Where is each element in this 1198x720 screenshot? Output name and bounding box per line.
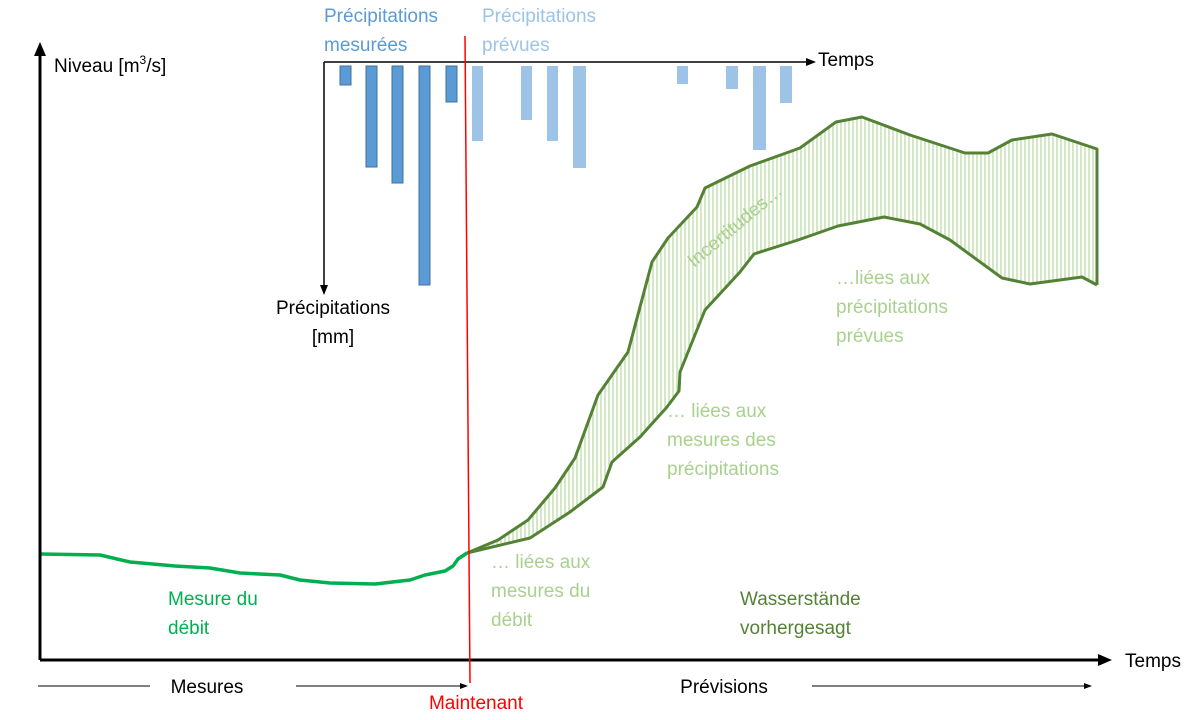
forecast-lower-bound	[466, 215, 1098, 555]
forecast-precip-bars	[472, 66, 792, 168]
precip-amount-unit: [mm]	[312, 327, 354, 348]
timeline-future-label: Prévisions	[680, 677, 768, 698]
forecast-precip-uncertainty-line2: précipitations	[836, 297, 948, 318]
timeline-now-label: Maintenant	[429, 693, 524, 714]
measured-precip-bar	[365, 65, 378, 168]
timeline-future-arrow	[1084, 683, 1092, 689]
forecast-precip-bar	[521, 66, 532, 120]
measured-precip-bar	[418, 65, 431, 286]
timeline-now-arrow	[460, 683, 468, 689]
measured-precip-bars	[339, 65, 458, 286]
discharge-uncertainty-line3: débit	[491, 610, 533, 631]
precip-time-label: Temps	[818, 50, 874, 71]
measured-discharge-line	[39, 551, 468, 586]
forecast-precip-bar	[726, 66, 738, 89]
measured-discharge-label-line2: débit	[168, 618, 210, 639]
measured-precip-legend-line2: mesurées	[324, 35, 407, 56]
timeline-past-label: Mesures	[171, 677, 244, 698]
measured-discharge-label-line1: Mesure du	[168, 589, 258, 610]
discharge-uncertainty-line1: … liées aux	[491, 552, 591, 573]
forecast-precip-uncertainty-line1: …liées aux	[836, 268, 930, 289]
forecast-precip-bar	[677, 66, 688, 84]
precip-amount-axis-arrow	[320, 285, 328, 295]
forecast-upper-bound	[466, 115, 1099, 555]
forecast-precip-bar	[753, 66, 766, 150]
forecast-levels-label-line2: vorhergesagt	[740, 618, 852, 639]
forecast-precip-legend-line1: Précipitations	[482, 6, 596, 27]
forecast-precip-bar	[547, 66, 558, 141]
forecast-precip-uncertainty-line3: prévues	[836, 326, 904, 347]
y-axis-label: Niveau [m3/s]	[54, 53, 166, 77]
forecast-precip-bar	[472, 66, 483, 141]
forecast-precip-bar	[780, 66, 792, 103]
measured-precip-uncertainty-line1: … liées aux	[667, 401, 767, 422]
measured-precip-legend-line1: Précipitations	[324, 6, 438, 27]
now-line	[464, 35, 471, 684]
precip-time-axis-arrow	[806, 58, 816, 66]
measured-precip-uncertainty-line2: mesures des	[667, 430, 776, 451]
uncertainty-band	[467, 117, 1097, 553]
x-axis-arrow	[1098, 654, 1112, 666]
forecast-precip-legend-line2: prévues	[482, 35, 550, 56]
forecast-levels-label-line1: Wasserstände	[740, 589, 861, 610]
forecast-precip-bar	[573, 66, 586, 168]
discharge-uncertainty-line2: mesures du	[491, 581, 590, 602]
measured-precip-bar	[339, 65, 352, 86]
y-axis-arrow	[34, 42, 46, 56]
measured-precip-bar	[391, 65, 404, 184]
measured-precip-bar	[445, 65, 458, 103]
measured-precip-uncertainty-line3: précipitations	[667, 459, 779, 480]
precip-amount-label: Précipitations	[276, 298, 390, 319]
x-axis-label: Temps	[1125, 651, 1181, 672]
